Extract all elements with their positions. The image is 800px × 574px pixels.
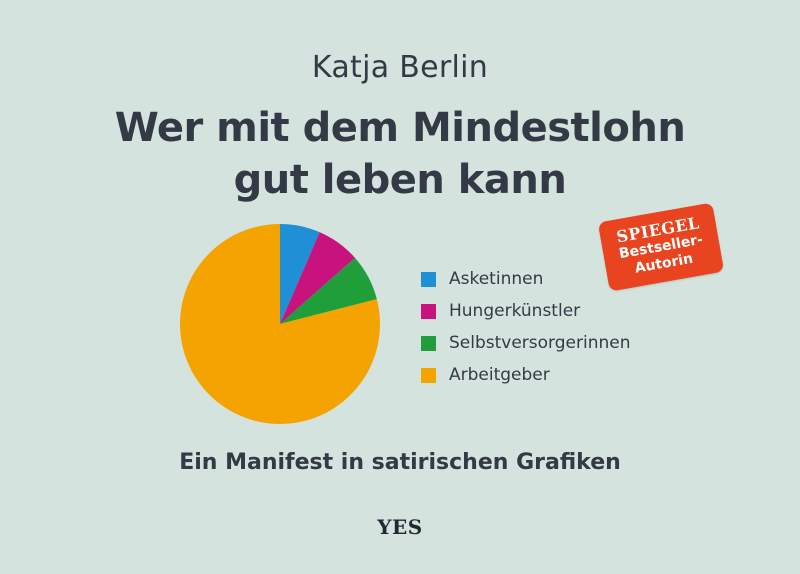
legend-label-arbeitgeber: Arbeitgeber xyxy=(449,365,550,385)
legend-item-selbstversorgerinnen: Selbstversorgerinnen xyxy=(421,327,631,359)
pie-slice-asketinnen xyxy=(280,224,320,324)
legend-label-hungerkuenstler: Hungerkünstler xyxy=(449,301,581,321)
legend-label-asketinnen: Asketinnen xyxy=(449,269,544,289)
pie-slice-hungerkuenstler xyxy=(280,232,356,324)
legend-item-arbeitgeber: Arbeitgeber xyxy=(421,359,631,391)
legend-label-selbstversorgerinnen: Selbstversorgerinnen xyxy=(449,333,631,353)
legend-swatch-selbstversorgerinnen xyxy=(421,335,436,351)
publisher-logo: YES xyxy=(377,515,423,539)
legend-item-asketinnen: Asketinnen xyxy=(421,263,631,295)
pie-chart xyxy=(180,224,381,424)
chart-legend: Asketinnen Hungerkünstler Selbstversorge… xyxy=(421,263,631,391)
legend-swatch-asketinnen xyxy=(421,271,436,287)
legend-item-hungerkuenstler: Hungerkünstler xyxy=(421,295,631,327)
author-name: Katja Berlin xyxy=(311,50,489,85)
pie-slice-selbstversorgerinnen xyxy=(280,257,377,324)
title-line-1: Wer mit dem Mindestlohn xyxy=(114,105,686,151)
bestseller-badge: SPIEGEL Bestseller- Autorin xyxy=(597,202,725,292)
book-subtitle: Ein Manifest in satirischen Grafiken xyxy=(179,450,621,475)
book-title: Wer mit dem Mindestlohn gut leben kann xyxy=(0,102,800,206)
legend-swatch-hungerkuenstler xyxy=(421,303,436,319)
title-line-2: gut leben kann xyxy=(233,157,567,203)
pie-slice-arbeitgeber xyxy=(180,224,381,424)
legend-swatch-arbeitgeber xyxy=(421,367,436,383)
